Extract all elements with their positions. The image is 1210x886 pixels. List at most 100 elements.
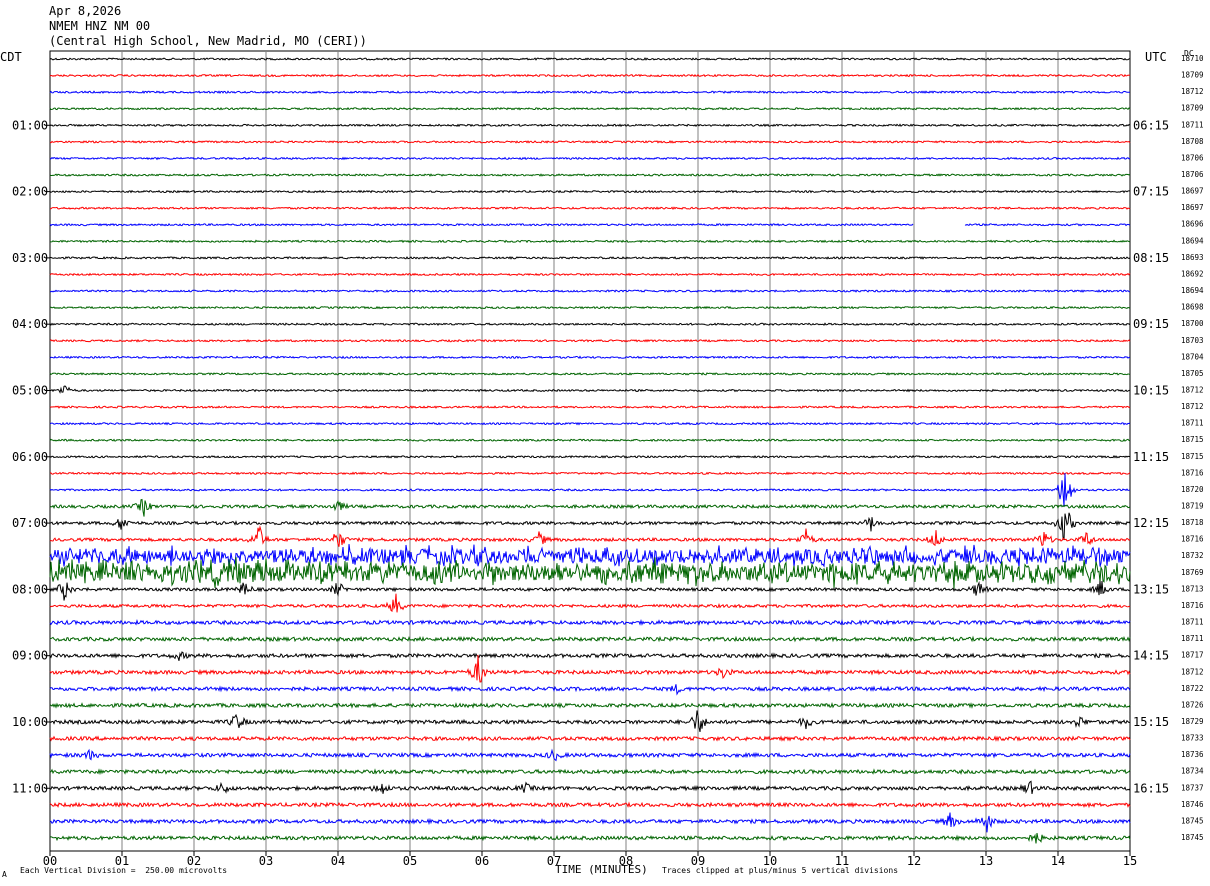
header-location: (Central High School, New Madrid, MO (CE… (49, 34, 367, 48)
seismic-trace-7 (49, 173, 1131, 177)
seismic-trace-33 (49, 593, 1131, 613)
right-hour-label: 14:15 (1133, 649, 1169, 663)
left-hour-label: 03:00 (12, 251, 48, 265)
right-hour-label: 07:15 (1133, 185, 1169, 199)
clip-note: Traces clipped at plus/minus 5 vertical … (662, 866, 899, 875)
seismic-trace-18 (49, 355, 1131, 360)
x-tick-label: 11 (835, 854, 849, 868)
x-tick-label: 08 (619, 854, 633, 868)
dc-offset-label: 18696 (1181, 220, 1204, 229)
x-tick-label: 14 (1051, 854, 1065, 868)
seismic-trace-46 (49, 812, 1131, 833)
right-hour-label: 13:15 (1133, 582, 1169, 596)
x-tick-label: 05 (403, 854, 417, 868)
dc-offset-label: 18726 (1181, 700, 1204, 709)
left-hour-label: 10:00 (12, 715, 48, 729)
dc-offset-label: 18711 (1181, 618, 1204, 627)
dc-offset-label: 18734 (1181, 767, 1204, 776)
dc-offset-label: 18709 (1181, 104, 1204, 113)
dc-offset-label: 18703 (1181, 336, 1204, 345)
right-hour-label: 12:15 (1133, 516, 1169, 530)
seismic-trace-25 (49, 471, 1131, 476)
left-hour-label: 09:00 (12, 649, 48, 663)
seismic-trace-17 (49, 338, 1131, 343)
left-hour-label: 11:00 (12, 781, 48, 795)
left-hour-label: 01:00 (12, 118, 48, 132)
dc-offset-label: 18716 (1181, 535, 1204, 544)
dc-offset-label: 18708 (1181, 137, 1204, 146)
dc-offset-label: 18698 (1181, 303, 1204, 312)
seismic-trace-4 (49, 123, 1131, 128)
seismic-trace-3 (49, 106, 1131, 111)
dc-offset-label: 18713 (1181, 584, 1204, 593)
vertical-division-note: Each Vertical Division = 250.00 microvol… (20, 866, 228, 875)
dc-offset-label: 18712 (1181, 402, 1204, 411)
dc-offset-label: 18718 (1181, 518, 1204, 527)
seismic-trace-21 (49, 405, 1131, 409)
dc-offset-label: 18717 (1181, 651, 1204, 660)
right-timezone-label: UTC (1145, 50, 1167, 64)
seismic-trace-1 (49, 73, 1131, 78)
dc-offset-label: 18732 (1181, 551, 1204, 560)
seismic-trace-2 (49, 90, 1130, 94)
right-hour-label: 10:15 (1133, 383, 1169, 397)
seismic-trace-26 (49, 473, 1131, 507)
seismic-trace-42 (49, 748, 1131, 762)
seismic-trace-5 (49, 140, 1131, 144)
seismic-trace-37 (49, 654, 1131, 683)
dc-offset-header: DC (1184, 49, 1194, 58)
seismic-trace-30 (49, 544, 1131, 568)
dc-offset-label: 18716 (1181, 601, 1204, 610)
dc-offset-label: 18700 (1181, 319, 1204, 328)
right-hour-label: 16:15 (1133, 781, 1169, 795)
dc-offset-label: 18706 (1181, 153, 1204, 162)
left-timezone-label: CDT (0, 50, 22, 64)
x-tick-label: 01 (115, 854, 129, 868)
x-tick-label: 09 (691, 854, 705, 868)
x-tick-label: 12 (907, 854, 921, 868)
right-hour-label: 15:15 (1133, 715, 1169, 729)
dc-offset-label: 18710 (1181, 54, 1204, 63)
dc-offset-label: 18711 (1181, 120, 1204, 129)
seismic-trace-47 (49, 833, 1131, 844)
seismic-trace-27 (49, 498, 1131, 517)
seismic-trace-36 (49, 651, 1130, 661)
dc-offset-label: 18711 (1181, 634, 1204, 643)
dc-offset-label: 18722 (1181, 684, 1204, 693)
seismic-trace-44 (49, 780, 1131, 794)
seismic-trace-40 (49, 710, 1131, 733)
seismic-trace-9 (49, 206, 1131, 211)
dc-offset-label: 18712 (1181, 87, 1204, 96)
dc-offset-label: 18715 (1181, 452, 1204, 461)
left-hour-label: 08:00 (12, 582, 48, 596)
dc-offset-label: 18746 (1181, 800, 1204, 809)
dc-offset-label: 18736 (1181, 750, 1204, 759)
dc-offset-label: 18692 (1181, 269, 1204, 278)
footer-mark: A (2, 870, 7, 879)
seismic-trace-38 (49, 684, 1131, 696)
x-tick-label: 06 (475, 854, 489, 868)
dc-offset-label: 18693 (1181, 253, 1204, 262)
seismic-trace-14 (49, 289, 1131, 293)
seismic-trace-11 (49, 239, 1131, 244)
seismic-trace-13 (49, 272, 1131, 277)
dc-offset-label: 18737 (1181, 783, 1204, 792)
seismic-trace-45 (49, 801, 1131, 809)
seismic-trace-20 (49, 385, 1130, 394)
dc-offset-label: 18694 (1181, 286, 1204, 295)
dc-offset-label: 18745 (1181, 816, 1204, 825)
dc-offset-label: 18729 (1181, 717, 1204, 726)
dc-offset-label: 18697 (1181, 187, 1204, 196)
seismic-trace-24 (49, 454, 1130, 459)
seismic-trace-6 (49, 156, 1131, 161)
dc-offset-label: 18720 (1181, 485, 1204, 494)
dc-offset-label: 18769 (1181, 568, 1204, 577)
seismic-trace-0 (49, 57, 1131, 61)
dc-offset-label: 18712 (1181, 667, 1204, 676)
x-tick-label: 15 (1123, 854, 1137, 868)
left-hour-label: 07:00 (12, 516, 48, 530)
seismic-trace-28 (50, 512, 1131, 541)
dc-offset-label: 18694 (1181, 236, 1204, 245)
dc-offset-label: 18715 (1181, 435, 1204, 444)
